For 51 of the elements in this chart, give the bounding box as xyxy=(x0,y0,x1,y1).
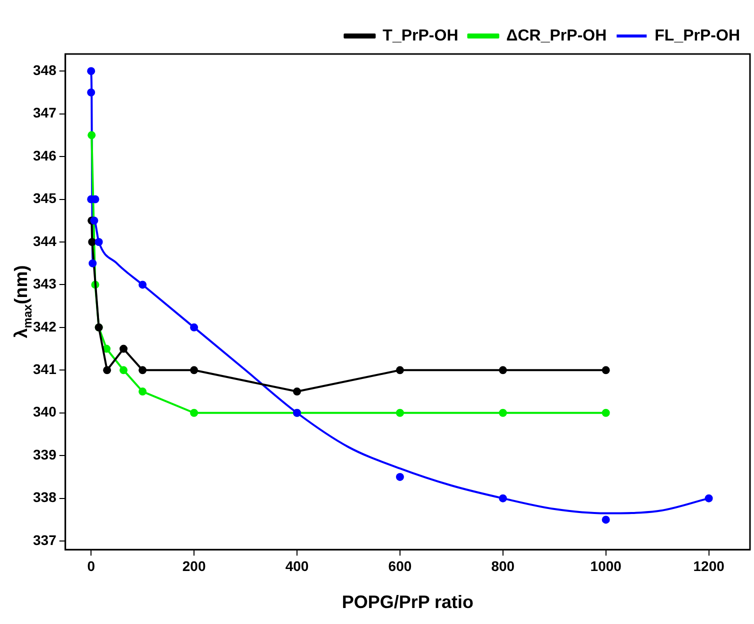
point xyxy=(90,216,98,225)
point xyxy=(602,408,610,417)
point xyxy=(293,388,302,396)
x-tick-label: 800 xyxy=(491,558,515,574)
point xyxy=(88,238,96,246)
point xyxy=(88,259,97,268)
point xyxy=(190,323,198,332)
x-tick-label: 200 xyxy=(182,558,206,574)
y-tick-label: 340 xyxy=(33,404,57,420)
y-tick-label: 344 xyxy=(33,232,57,249)
legend-label: T_PrP-OH xyxy=(382,27,458,44)
x-tick-label: 400 xyxy=(285,558,309,574)
point xyxy=(138,366,147,374)
y-tick-label: 348 xyxy=(33,62,57,78)
point xyxy=(94,238,103,246)
y-axis-title: λmax(nm) xyxy=(10,265,34,338)
y-tick-label: 338 xyxy=(33,489,57,506)
point xyxy=(190,408,198,417)
point xyxy=(120,344,128,353)
point xyxy=(138,388,147,396)
point xyxy=(498,494,507,502)
legend-label: ΔCR_PrP-OH xyxy=(506,27,607,44)
y-tick-label: 346 xyxy=(33,147,57,164)
x-tick-label: 0 xyxy=(87,558,96,574)
y-tick-label: 339 xyxy=(33,446,57,462)
point xyxy=(396,408,404,417)
point xyxy=(190,366,198,374)
y-tick-label: 343 xyxy=(33,276,57,292)
point xyxy=(602,366,610,374)
y-tick-label: 347 xyxy=(33,104,57,121)
x-axis-title: POPG/PrP ratio xyxy=(342,592,474,612)
legend-label: FL_PrP-OH xyxy=(654,27,740,44)
point xyxy=(138,280,147,289)
point xyxy=(87,67,96,76)
y-tick-label: 342 xyxy=(33,318,57,334)
point xyxy=(103,366,112,374)
x-tick-label: 1000 xyxy=(590,558,622,574)
y-tick-label: 341 xyxy=(33,361,57,378)
x-tick-label: 600 xyxy=(388,558,412,574)
point xyxy=(396,472,404,481)
y-tick-label: 337 xyxy=(33,532,57,548)
point xyxy=(704,494,713,502)
point xyxy=(498,408,507,417)
point xyxy=(498,366,507,374)
point xyxy=(87,88,96,96)
point xyxy=(120,366,128,374)
y-tick-label: 345 xyxy=(33,190,57,206)
point xyxy=(602,516,610,524)
point xyxy=(396,366,404,374)
x-tick-label: 1200 xyxy=(693,558,725,574)
point xyxy=(88,131,96,140)
